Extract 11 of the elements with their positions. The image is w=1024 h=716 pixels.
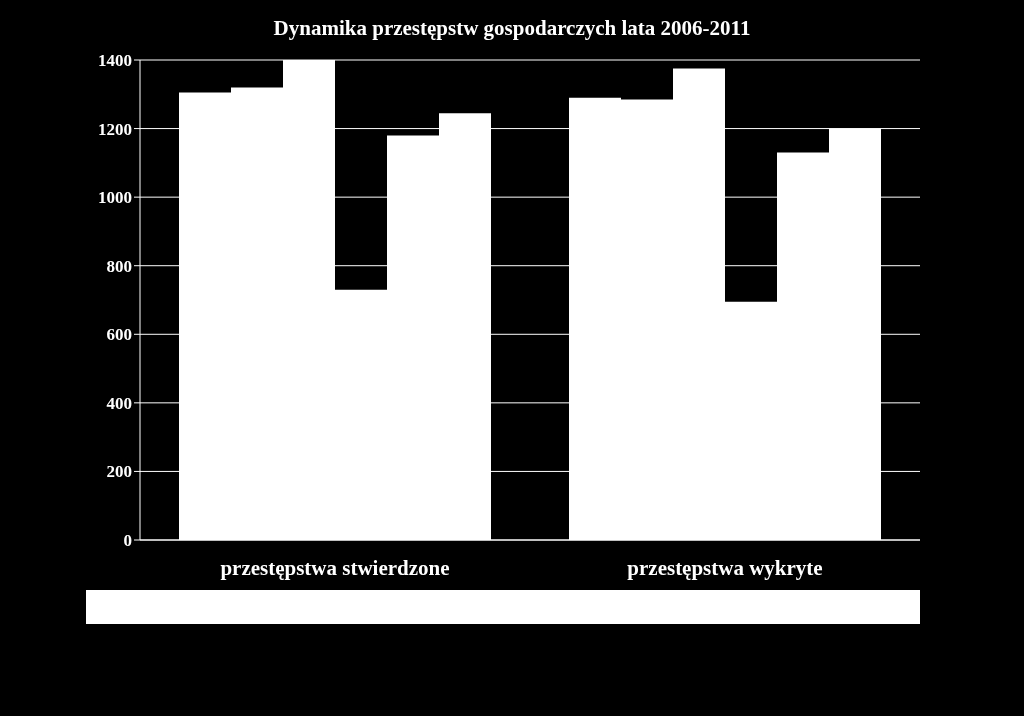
- y-tick-label: 600: [106, 325, 132, 345]
- y-tick-label: 1400: [98, 51, 132, 71]
- y-tick-label: 400: [106, 393, 132, 413]
- chart-title: Dynamika przestępstw gospodarczych lata 2006-2011: [272, 16, 752, 41]
- x-tick-label: przestępstwa stwierdzone: [220, 555, 450, 580]
- x-tick-label: przestępstwa wykryte: [627, 555, 823, 580]
- y-tick-label: 800: [106, 256, 132, 276]
- y-tick-label: 0: [123, 531, 132, 551]
- y-tick-label: 1200: [98, 119, 132, 139]
- y-tick-label: 200: [106, 462, 132, 482]
- y-tick-label: 1000: [98, 188, 132, 208]
